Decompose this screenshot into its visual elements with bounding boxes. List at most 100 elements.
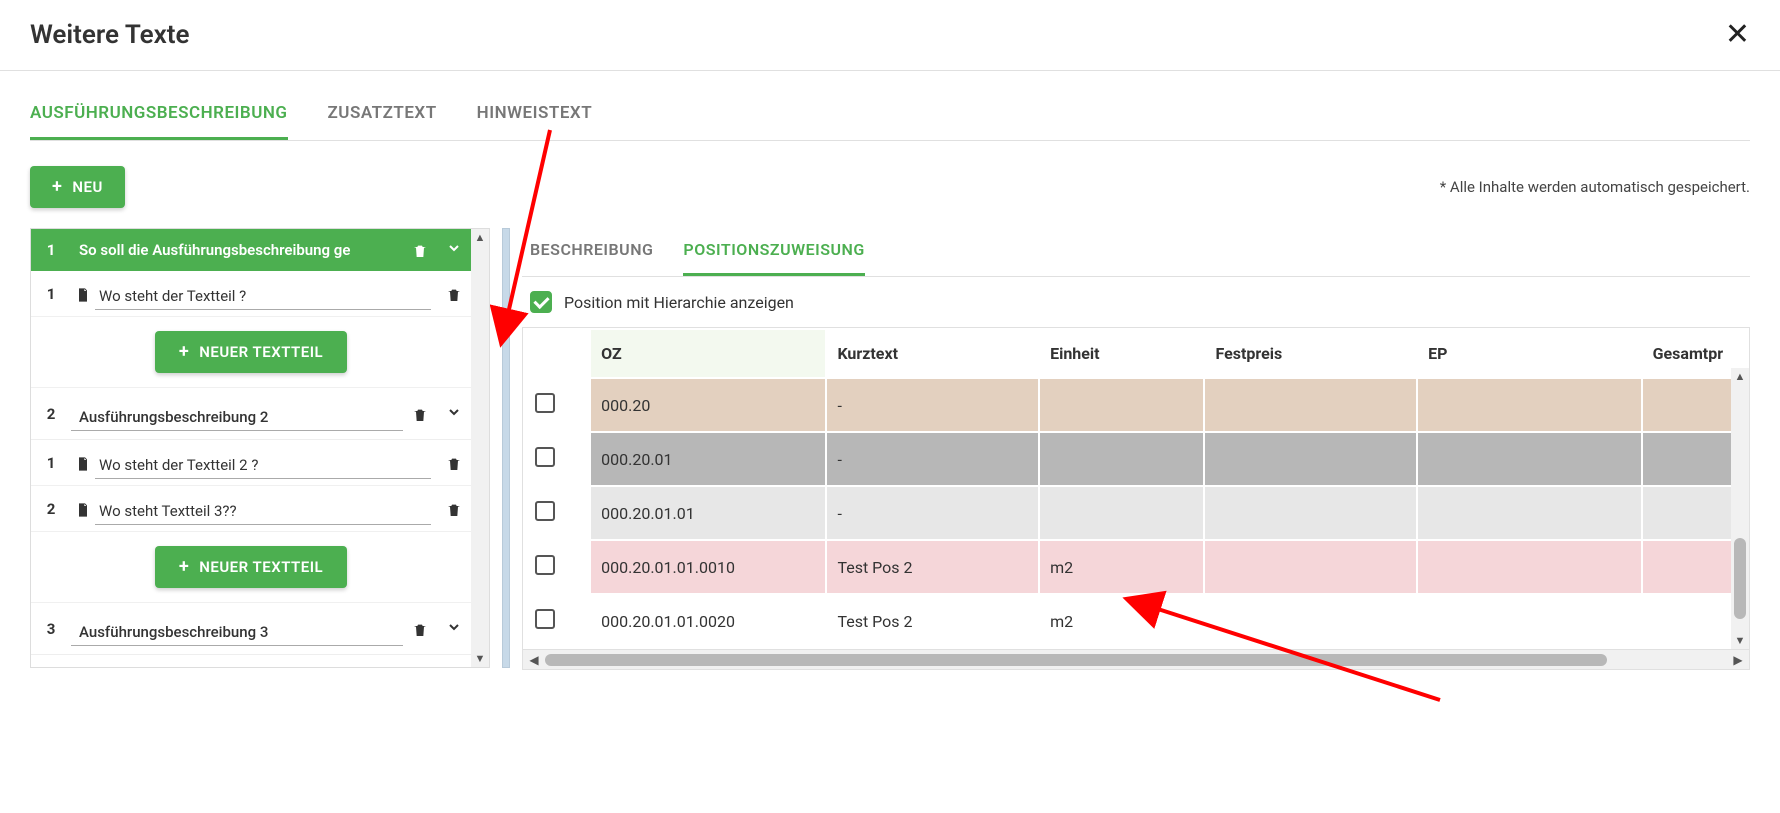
cell-ep [1417,594,1641,648]
group-label: Ausführungsbeschreibung 2 [71,396,403,431]
tab-positionszuweisung[interactable]: POSITIONSZUWEISUNG [683,228,864,276]
delete-textpart-icon[interactable] [437,284,471,302]
tab-ausfuehrungsbeschreibung[interactable]: AUSFÜHRUNGSBESCHREIBUNG [30,91,288,140]
table-row[interactable]: 000.20.01.01.0010 Test Pos 2 m2 [524,540,1748,594]
scroll-right-icon[interactable]: ▶ [1727,653,1749,667]
new-textpart-label: NEUER TEXTTEIL [199,558,323,576]
scroll-up-icon[interactable]: ▲ [1735,368,1746,385]
group-header-1[interactable]: 1 So soll die Ausführungsbeschreibung ge [31,229,471,271]
cell-festpreis [1204,486,1417,540]
column-oz[interactable]: OZ [590,329,826,378]
row-checkbox[interactable] [535,609,555,629]
textpart-label: Textteil 1 [95,661,431,668]
plus-icon: + [179,343,189,361]
cell-einheit [1039,486,1204,540]
textpart-label: Wo steht der Textteil ? [95,277,431,310]
textpart-number: 2 [31,488,71,530]
delete-textpart-icon[interactable] [437,499,471,517]
group-label: So soll die Ausführungsbeschreibung ge [71,229,403,271]
cell-festpreis [1204,594,1417,648]
cell-kurztext: - [826,378,1039,432]
textpart-item[interactable]: 1 Textteil 1 [31,655,471,668]
chevron-down-icon[interactable] [437,404,471,424]
cell-einheit [1039,378,1204,432]
cell-ep [1417,540,1641,594]
sub-tabs: BESCHREIBUNG POSITIONSZUWEISUNG [522,228,1750,277]
cell-festpreis [1204,540,1417,594]
hierarchy-checkbox-label: Position mit Hierarchie anzeigen [564,293,794,312]
table-row[interactable]: 000.20.01 - [524,432,1748,486]
group-header-3[interactable]: 3 Ausführungsbeschreibung 3 [31,603,471,655]
positions-table: OZ Kurztext Einheit Festpreis EP Gesamtp… [522,327,1750,650]
table-row[interactable]: 000.20 - [524,378,1748,432]
table-row[interactable]: 000.20.01.01.0020 Test Pos 2 m2 [524,594,1748,648]
table-row[interactable]: 000.20.01.01 - [524,486,1748,540]
delete-group-icon[interactable] [403,404,437,422]
new-textpart-label: NEUER TEXTTEIL [199,343,323,361]
close-button[interactable]: ✕ [1725,20,1750,50]
textpart-label: Wo steht Textteil 3?? [95,492,431,525]
modal-title: Weitere Texte [30,20,190,50]
column-einheit[interactable]: Einheit [1039,329,1204,378]
right-pane: BESCHREIBUNG POSITIONSZUWEISUNG Position… [522,228,1750,670]
left-scrollbar[interactable]: ▲ ▼ [471,229,489,667]
cell-kurztext: Test Pos 2 [826,594,1039,648]
textpart-item[interactable]: 1 Wo steht der Textteil 2 ? [31,440,471,486]
cell-festpreis [1204,378,1417,432]
cell-oz: 000.20.01.01 [590,486,826,540]
plus-icon: + [52,178,62,196]
scrollbar-thumb[interactable] [1734,538,1746,619]
table-horizontal-scrollbar[interactable]: ◀ ▶ [522,650,1750,670]
new-textpart-button[interactable]: + NEUER TEXTTEIL [155,546,347,588]
row-checkbox[interactable] [535,393,555,413]
delete-textpart-icon[interactable] [437,453,471,471]
cell-oz: 000.20.01 [590,432,826,486]
column-ep[interactable]: EP [1417,329,1641,378]
row-checkbox[interactable] [535,555,555,575]
textpart-number: 1 [31,442,71,484]
new-textpart-button[interactable]: + NEUER TEXTTEIL [155,331,347,373]
cell-kurztext: Test Pos 2 [826,540,1039,594]
hierarchy-checkbox[interactable] [530,291,552,313]
textpart-number: 1 [31,273,71,315]
scroll-down-icon[interactable]: ▼ [1735,632,1746,649]
delete-group-icon[interactable] [403,619,437,637]
row-checkbox[interactable] [535,501,555,521]
tab-hinweistext[interactable]: HINWEISTEXT [477,91,593,140]
chevron-down-icon[interactable] [437,619,471,639]
group-header-2[interactable]: 2 Ausführungsbeschreibung 2 [31,388,471,440]
textpart-item[interactable]: 2 Wo steht Textteil 3?? [31,486,471,532]
document-icon [71,284,95,302]
textpart-item[interactable]: 1 Wo steht der Textteil ? [31,271,471,317]
delete-group-icon[interactable] [403,241,437,259]
autosave-hint: * Alle Inhalte werden automatisch gespei… [1440,178,1750,196]
scrollbar-thumb[interactable] [545,654,1607,666]
top-tabs: AUSFÜHRUNGSBESCHREIBUNG ZUSATZTEXT HINWE… [30,91,1750,141]
cell-ep [1417,378,1641,432]
tab-zusatztext[interactable]: ZUSATZTEXT [328,91,437,140]
scroll-left-icon[interactable]: ◀ [523,653,545,667]
column-festpreis[interactable]: Festpreis [1204,329,1417,378]
cell-kurztext: - [826,486,1039,540]
tab-beschreibung[interactable]: BESCHREIBUNG [530,228,653,276]
cell-ep [1417,486,1641,540]
group-label: Ausführungsbeschreibung 3 [71,611,403,646]
table-vertical-scrollbar[interactable]: ▲ ▼ [1731,368,1749,649]
cell-kurztext: - [826,432,1039,486]
row-checkbox[interactable] [535,447,555,467]
group-number: 3 [31,608,71,650]
scroll-up-icon[interactable]: ▲ [475,229,486,246]
cell-ep [1417,432,1641,486]
pane-splitter[interactable] [502,228,510,668]
new-button-label: NEU [72,178,102,196]
cell-einheit: m2 [1039,540,1204,594]
scroll-down-icon[interactable]: ▼ [475,650,486,667]
column-kurztext[interactable]: Kurztext [826,329,1039,378]
plus-icon: + [179,558,189,576]
group-number: 1 [31,229,71,271]
chevron-down-icon[interactable] [437,240,471,260]
cell-festpreis [1204,432,1417,486]
cell-oz: 000.20 [590,378,826,432]
new-button[interactable]: + NEU [30,166,125,208]
cell-oz: 000.20.01.01.0020 [590,594,826,648]
